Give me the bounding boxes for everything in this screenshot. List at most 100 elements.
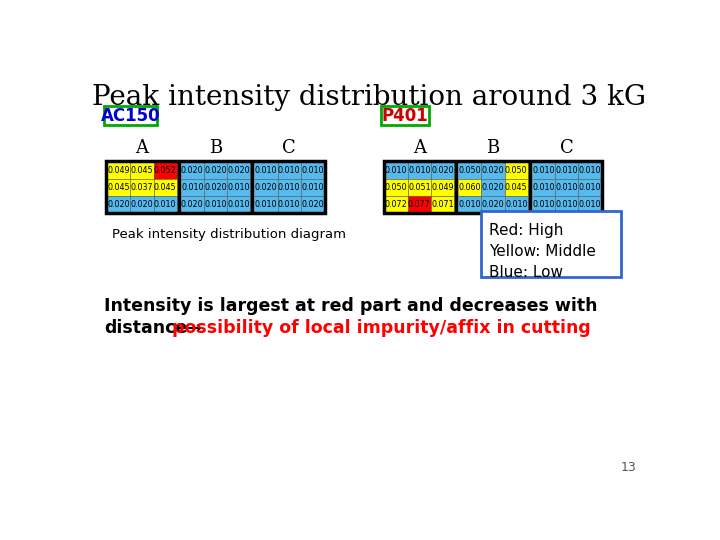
Text: 0.010: 0.010 — [555, 166, 578, 175]
Text: Blue: Low: Blue: Low — [489, 265, 563, 280]
Text: 0.051: 0.051 — [408, 183, 431, 192]
Bar — [532, 195, 555, 213]
Text: 0.010: 0.010 — [181, 183, 204, 192]
Text: 0.010: 0.010 — [278, 166, 300, 175]
Text: 0.045: 0.045 — [107, 183, 130, 192]
Bar — [254, 179, 277, 195]
Bar — [408, 195, 431, 213]
Text: 0.037: 0.037 — [130, 183, 153, 192]
Text: 0.071: 0.071 — [431, 200, 454, 208]
Text: C: C — [282, 139, 296, 157]
Bar — [578, 179, 601, 195]
Bar — [384, 161, 602, 213]
Text: 0.010: 0.010 — [228, 200, 250, 208]
Bar — [301, 179, 324, 195]
Bar — [181, 162, 204, 179]
Bar — [555, 162, 578, 179]
Bar — [204, 162, 228, 179]
Text: 0.010: 0.010 — [532, 166, 554, 175]
Bar — [381, 106, 428, 125]
Text: 0.077: 0.077 — [408, 200, 431, 208]
Bar — [228, 179, 251, 195]
Text: 0.020: 0.020 — [482, 166, 504, 175]
Bar — [153, 162, 177, 179]
Text: 0.060: 0.060 — [459, 183, 481, 192]
Text: 0.010: 0.010 — [579, 166, 601, 175]
Bar — [458, 162, 482, 179]
Text: 0.020: 0.020 — [204, 183, 227, 192]
Bar — [431, 162, 454, 179]
Text: 0.020: 0.020 — [482, 183, 504, 192]
Bar — [505, 195, 528, 213]
Text: 0.049: 0.049 — [431, 183, 454, 192]
Text: 0.020: 0.020 — [181, 200, 204, 208]
Bar — [555, 179, 578, 195]
Text: 0.045: 0.045 — [130, 166, 153, 175]
Bar — [578, 195, 601, 213]
Text: 0.010: 0.010 — [579, 200, 601, 208]
Bar — [181, 179, 204, 195]
Text: Yellow: Middle: Yellow: Middle — [489, 244, 596, 259]
Bar — [505, 179, 528, 195]
Bar — [505, 162, 528, 179]
Bar — [204, 195, 228, 213]
Bar — [228, 195, 251, 213]
Bar — [251, 162, 254, 213]
Bar — [384, 179, 408, 195]
Text: B: B — [487, 139, 500, 157]
Text: 0.050: 0.050 — [459, 166, 481, 175]
Bar — [532, 179, 555, 195]
Bar — [555, 195, 578, 213]
Bar — [408, 162, 431, 179]
Text: 0.010: 0.010 — [154, 200, 176, 208]
Text: 0.010: 0.010 — [301, 183, 324, 192]
Bar — [107, 179, 130, 195]
Text: 0.020: 0.020 — [482, 200, 504, 208]
Text: 0.010: 0.010 — [255, 200, 277, 208]
Bar — [254, 195, 277, 213]
Text: 0.010: 0.010 — [579, 183, 601, 192]
Text: 0.010: 0.010 — [204, 200, 227, 208]
Text: 0.010: 0.010 — [278, 200, 300, 208]
Bar — [458, 179, 482, 195]
Text: 0.020: 0.020 — [181, 166, 204, 175]
Text: C: C — [559, 139, 574, 157]
Bar — [482, 195, 505, 213]
Bar — [482, 211, 621, 276]
Bar — [384, 162, 408, 179]
Bar — [408, 179, 431, 195]
Bar — [130, 179, 153, 195]
Bar — [107, 161, 325, 213]
Text: 0.010: 0.010 — [555, 200, 578, 208]
Text: 0.010: 0.010 — [532, 200, 554, 208]
Bar — [578, 162, 601, 179]
Bar — [482, 162, 505, 179]
Text: possibility of local impurity/affix in cutting: possibility of local impurity/affix in c… — [172, 319, 591, 337]
Bar — [204, 179, 228, 195]
Text: AC150: AC150 — [101, 106, 160, 125]
Text: 0.010: 0.010 — [385, 166, 408, 175]
Text: 0.049: 0.049 — [107, 166, 130, 175]
Text: A: A — [413, 139, 426, 157]
Text: 0.020: 0.020 — [301, 200, 324, 208]
Text: 0.020: 0.020 — [130, 200, 153, 208]
Text: 0.020: 0.020 — [431, 166, 454, 175]
Bar — [277, 162, 301, 179]
Text: 0.045: 0.045 — [154, 183, 176, 192]
Text: 0.020: 0.020 — [228, 166, 250, 175]
Text: 0.052: 0.052 — [154, 166, 176, 175]
Bar — [301, 162, 324, 179]
Bar — [454, 162, 458, 213]
Bar — [528, 162, 532, 213]
Text: 0.050: 0.050 — [505, 166, 528, 175]
Bar — [104, 106, 157, 125]
Text: distance→: distance→ — [104, 319, 202, 337]
Bar — [228, 162, 251, 179]
Text: B: B — [209, 139, 222, 157]
Text: 0.010: 0.010 — [228, 183, 250, 192]
Text: A: A — [135, 139, 148, 157]
Text: Red: High: Red: High — [489, 224, 564, 239]
Text: 0.010: 0.010 — [301, 166, 324, 175]
Bar — [458, 195, 482, 213]
Bar — [107, 162, 130, 179]
